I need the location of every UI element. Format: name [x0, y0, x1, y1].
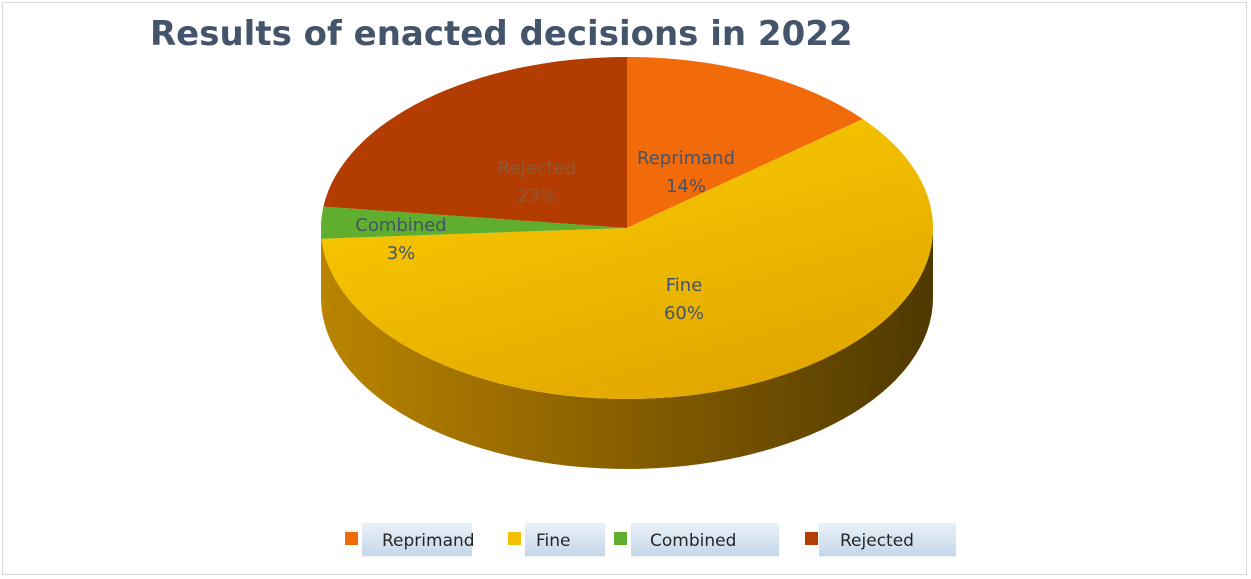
legend-label-fine: Fine: [536, 531, 571, 551]
pie-side-wall: [321, 228, 933, 469]
pie-slice-combined: [321, 206, 627, 239]
legend-swatch-rejected: [805, 532, 818, 545]
slice-category-label-rejected: Rejected: [498, 158, 576, 179]
legend-swatch-combined: [614, 532, 627, 545]
legend-box-rejected: [819, 523, 956, 556]
legend-box-reprimand: [362, 523, 472, 556]
pie-slice-fine: [321, 119, 934, 399]
chart-legend: Reprimand Fine Combined Rejected: [0, 520, 1251, 560]
slice-percent-label-combined: 3%: [387, 243, 416, 264]
legend-box-fine: [525, 523, 605, 556]
legend-swatch-reprimand: [345, 532, 358, 545]
chart-title: Results of enacted decisions in 2022: [150, 14, 853, 54]
pie-slice-reprimand: [627, 57, 863, 228]
slice-percent-label-rejected: 23%: [517, 186, 557, 207]
legend-swatch-fine: [508, 532, 521, 545]
pie-labels: Reprimand 14% Fine 60% Combined 3% Rejected 23%: [355, 148, 735, 324]
slice-percent-label-reprimand: 14%: [666, 176, 706, 197]
slice-category-label-fine: Fine: [666, 275, 703, 296]
slice-category-label-reprimand: Reprimand: [637, 148, 735, 169]
legend-label-combined: Combined: [650, 531, 737, 551]
legend-label-reprimand: Reprimand: [382, 531, 475, 551]
pie-top: [321, 57, 934, 399]
pie-sides: [321, 228, 933, 469]
slice-category-label-combined: Combined: [355, 215, 446, 236]
legend-label-rejected: Rejected: [840, 531, 914, 551]
pie-slice-rejected: [323, 57, 627, 228]
legend-box-combined: [631, 523, 779, 556]
slice-percent-label-fine: 60%: [664, 303, 704, 324]
